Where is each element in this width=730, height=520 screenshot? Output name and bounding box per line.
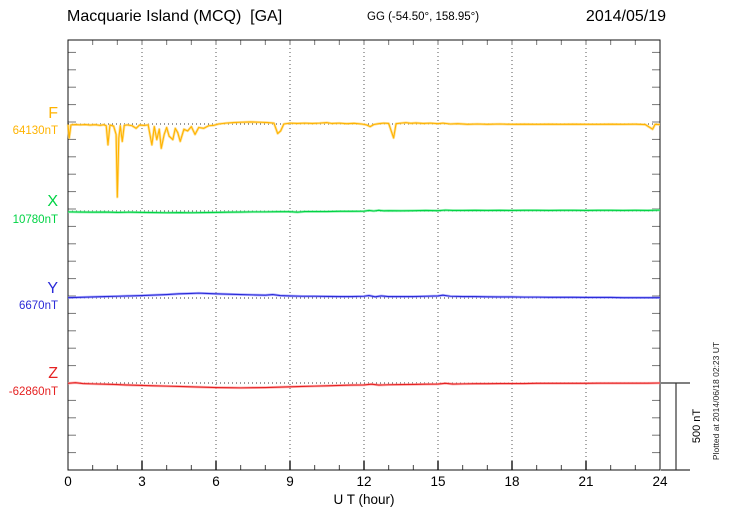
x-tick-label: 9 bbox=[286, 474, 294, 489]
trace-label-f: F bbox=[48, 105, 58, 122]
trace-baseline-x: 10780nT bbox=[12, 214, 58, 226]
plot-date: 2014/05/19 bbox=[585, 8, 666, 25]
x-tick-label: 18 bbox=[504, 474, 520, 489]
x-tick-label: 3 bbox=[138, 474, 146, 489]
scale-bar-label: 500 nT bbox=[691, 408, 703, 444]
plotted-at-note: Plotted at 2014/06/18 02:23 UT bbox=[711, 341, 721, 461]
page-title: Macquarie Island (MCQ) [GA] bbox=[67, 8, 283, 25]
trace-label-y: Y bbox=[47, 280, 58, 297]
trace-baseline-y: 6670nT bbox=[18, 300, 58, 312]
trace-label-z: Z bbox=[48, 365, 58, 382]
trace-baseline-z: -62860nT bbox=[8, 386, 58, 398]
x-tick-label: 24 bbox=[652, 474, 668, 489]
x-axis-label: U T (hour) bbox=[333, 492, 395, 507]
x-tick-label: 12 bbox=[356, 474, 372, 489]
x-tick-label: 0 bbox=[64, 474, 72, 489]
trace-baseline-f: 64130nT bbox=[12, 125, 58, 137]
x-tick-label: 6 bbox=[212, 474, 220, 489]
x-tick-label: 15 bbox=[430, 474, 446, 489]
x-tick-label: 21 bbox=[578, 474, 594, 489]
trace-label-x: X bbox=[47, 193, 58, 210]
station-coordinates: GG (-54.50°, 158.95°) bbox=[367, 11, 480, 23]
